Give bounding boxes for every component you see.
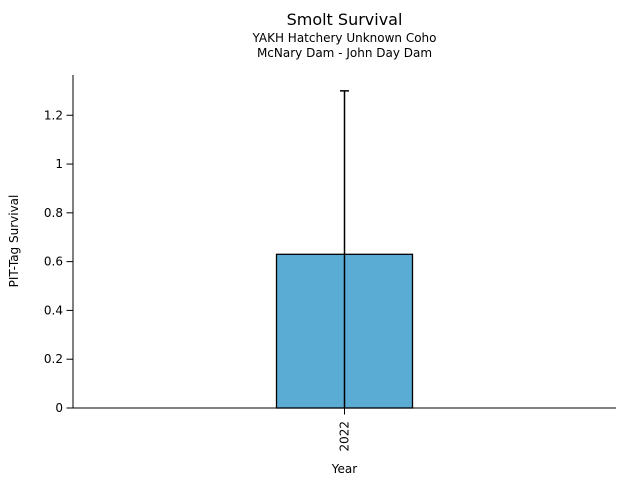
chart-subtitle-reach: McNary Dam - John Day Dam [256, 46, 433, 60]
y-tick-label: 1 [55, 157, 63, 171]
chart-title: Smolt Survival [286, 10, 403, 29]
y-tick-label: 0.2 [44, 352, 63, 366]
y-tick-label: 0.4 [44, 303, 63, 317]
chart-subtitle-population: YAKH Hatchery Unknown Coho [252, 31, 437, 45]
x-tick-label: 2022 [338, 421, 352, 452]
y-tick-label: 0.8 [44, 206, 63, 220]
x-axis-label: Year [331, 462, 358, 476]
y-tick-label: 0.6 [44, 255, 63, 269]
y-tick-label: 0 [55, 401, 63, 415]
y-tick-label: 1.2 [44, 108, 63, 122]
